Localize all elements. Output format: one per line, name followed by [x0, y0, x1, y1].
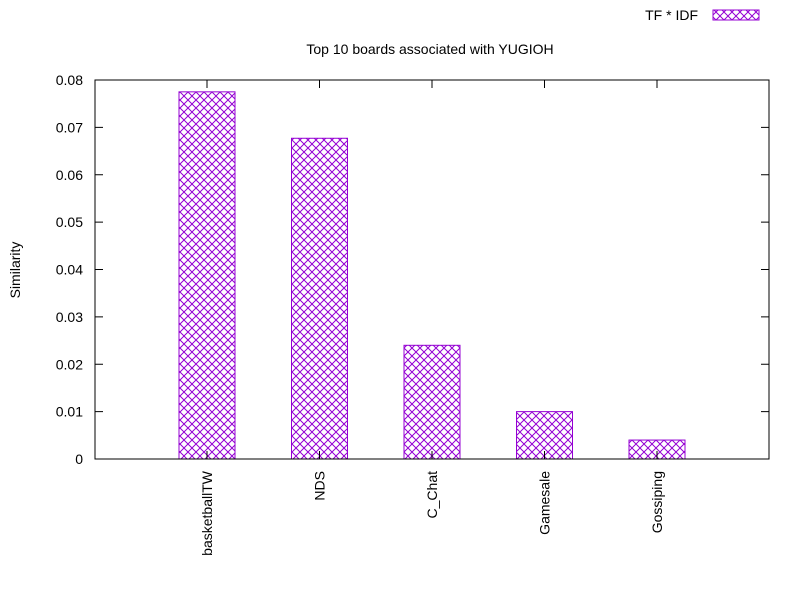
y-tick-label: 0.05: [56, 214, 83, 230]
x-axis: basketballTW NDS C_Chat Gamesale Gossiping: [199, 80, 665, 556]
y-tick-label: 0.04: [56, 262, 83, 278]
y-tick-label: 0.07: [56, 119, 83, 135]
plot-frame: [94, 79, 770, 460]
x-tick-label: Gossiping: [649, 471, 665, 533]
bar-c-chat: [403, 344, 461, 460]
legend-label: TF * IDF: [645, 7, 698, 23]
chart-title: Top 10 boards associated with YUGIOH: [306, 41, 553, 57]
y-tick-label: 0.01: [56, 404, 83, 420]
x-tick-label: Gamesale: [537, 471, 553, 535]
bar-basketballtw: [178, 91, 236, 460]
x-tick-label: NDS: [312, 471, 328, 501]
y-tick-label: 0: [75, 451, 83, 467]
x-tick-label: C_Chat: [424, 471, 440, 519]
y-tick-label: 0.03: [56, 309, 83, 325]
legend-swatch: [712, 9, 760, 21]
legend: TF * IDF: [645, 7, 760, 23]
y-tick-label: 0.08: [56, 72, 83, 88]
y-axis: 0 0.01 0.02 0.03 0.04 0.05 0.06 0.07 0.08: [56, 72, 769, 467]
bars: [178, 91, 686, 460]
bar-nds: [291, 137, 348, 460]
y-axis-label: Similarity: [7, 242, 23, 299]
x-tick-label: basketballTW: [199, 470, 215, 556]
y-tick-label: 0.02: [56, 356, 83, 372]
y-tick-label: 0.06: [56, 167, 83, 183]
